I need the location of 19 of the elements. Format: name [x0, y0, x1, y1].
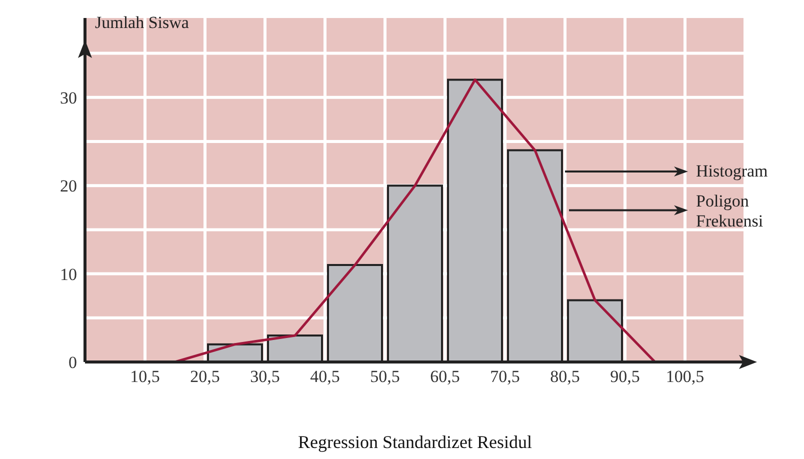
x-tick-label: 40,5	[310, 367, 340, 386]
x-tick-label: 10,5	[130, 367, 160, 386]
y-tick-label: 10	[60, 264, 77, 284]
text: Histogram	[696, 161, 768, 180]
x-tick-label: 60,5	[430, 367, 460, 386]
y-tick-label: 30	[60, 88, 77, 108]
y-axis-title: Jumlah Siswa	[95, 13, 190, 32]
x-tick-label: 90,5	[610, 367, 640, 386]
x-axis-title: Regression Standardizet Residul	[298, 432, 532, 452]
line-series	[174, 78, 656, 362]
text: Poligon Frekuensi	[696, 191, 764, 230]
x-tick-label: 20,5	[190, 367, 220, 386]
y-tick-label: 0	[68, 353, 77, 372]
x-tick-label: 50,5	[370, 367, 400, 386]
x-tick-label: 80,5	[550, 367, 580, 386]
x-tick-label: 100,5	[666, 367, 704, 386]
x-tick-label: 30,5	[250, 367, 280, 386]
x-tick-label: 70,5	[490, 367, 520, 386]
y-tick-label: 20	[60, 176, 77, 196]
